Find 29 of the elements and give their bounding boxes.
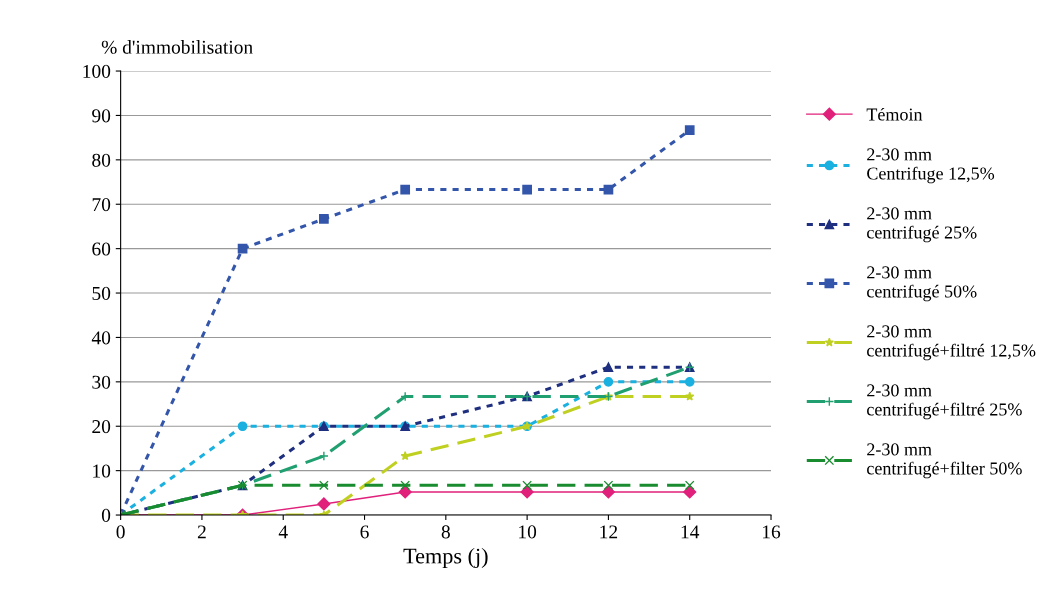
- y-tick-label: 10: [93, 464, 111, 478]
- x-tick-label: 14: [681, 525, 700, 539]
- x-tick-label: 12: [600, 525, 618, 539]
- x-tick-label: 10: [519, 525, 537, 539]
- legend-label: Témoin: [866, 107, 923, 121]
- y-tick-label: 70: [92, 198, 111, 212]
- x-tick-label: 0: [116, 525, 125, 539]
- legend-label: 2-30 mm centrifugé+filter 50%: [867, 443, 1022, 479]
- y-tick-label: 80: [92, 153, 111, 167]
- y-tick-label: 40: [91, 331, 111, 345]
- legend-label: 2-30 mm centrifugé 50%: [867, 266, 977, 302]
- x-tick-label: 8: [441, 525, 450, 539]
- x-axis-title: Temps (j): [403, 547, 488, 569]
- x-tick-label: 4: [278, 525, 288, 539]
- legend-label: 2-30 mm centrifugé+filtré 12,5%: [867, 325, 1036, 361]
- y-tick-label: 30: [92, 375, 111, 389]
- x-tick-label: 16: [763, 525, 781, 539]
- y-tick-label: 100: [83, 64, 111, 78]
- y-tick-label: 90: [92, 109, 111, 123]
- y-tick-label: 60: [92, 242, 111, 256]
- x-tick-label: 2: [197, 525, 206, 539]
- legend-label: 2-30 mm centrifugé 25%: [867, 207, 977, 243]
- y-axis-title: % d'immobilisation: [101, 40, 253, 54]
- y-tick-label: 20: [92, 420, 111, 434]
- x-tick-label: 6: [360, 525, 369, 539]
- y-tick-label: 50: [92, 286, 111, 300]
- legend-label: 2-30 mm Centrifuge 12,5%: [867, 148, 995, 184]
- y-tick-label: 0: [101, 508, 111, 522]
- legend-label: 2-30 mm centrifugé+filtré 25%: [867, 384, 1022, 420]
